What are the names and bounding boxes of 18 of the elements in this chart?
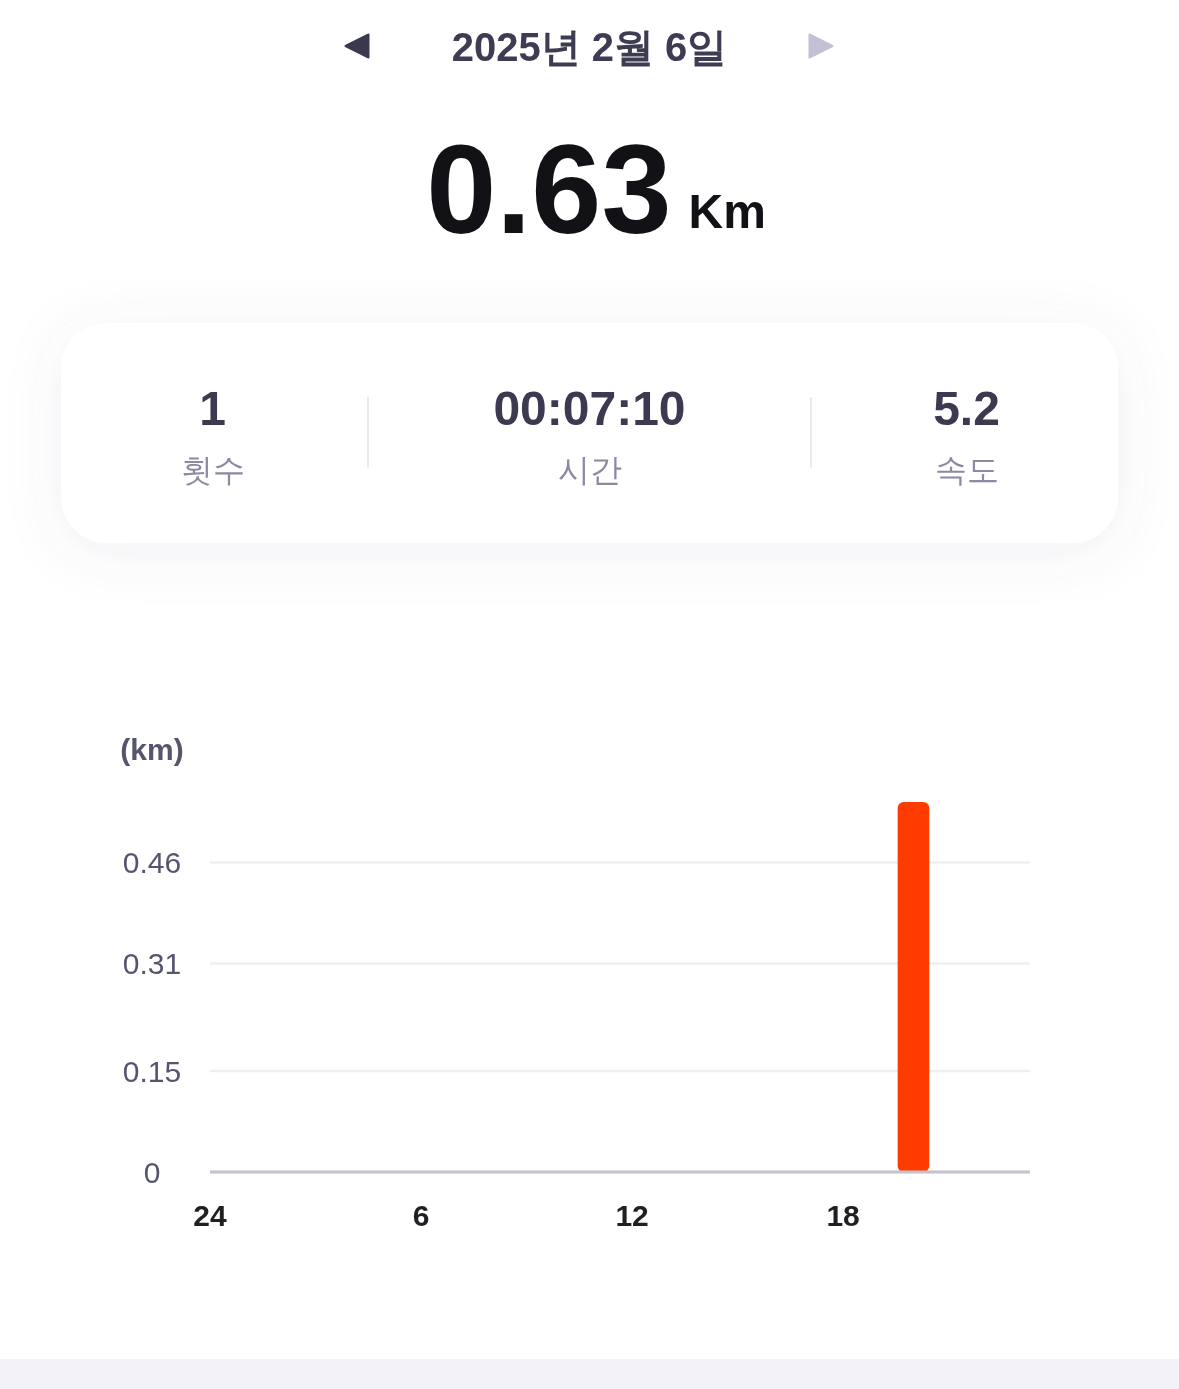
text: 횟수 (180, 452, 245, 488)
text: 시간 (557, 452, 622, 488)
chart-title: 2025년 2월 6일 (451, 25, 728, 69)
y-tick-label: 0.46 (122, 846, 182, 880)
text: Km (688, 185, 766, 238)
text: 1 (199, 382, 226, 435)
text: 00:07:10 (493, 382, 686, 435)
x-tick-label: 18 (826, 1199, 860, 1232)
y-tick-label: 0.31 (122, 946, 182, 980)
y-tick-label: 0.15 (122, 1054, 182, 1088)
x-tick-label: 24 (193, 1199, 227, 1232)
text: 속도 (934, 452, 999, 488)
y-axis-title: (km) (120, 733, 184, 766)
y-tick-label: 0 (143, 1155, 161, 1189)
x-tick-label: 6 (412, 1199, 430, 1232)
text: 5.2 (933, 382, 1000, 435)
x-tick-label: 12 (615, 1199, 649, 1232)
text: 0.63 (426, 119, 672, 260)
